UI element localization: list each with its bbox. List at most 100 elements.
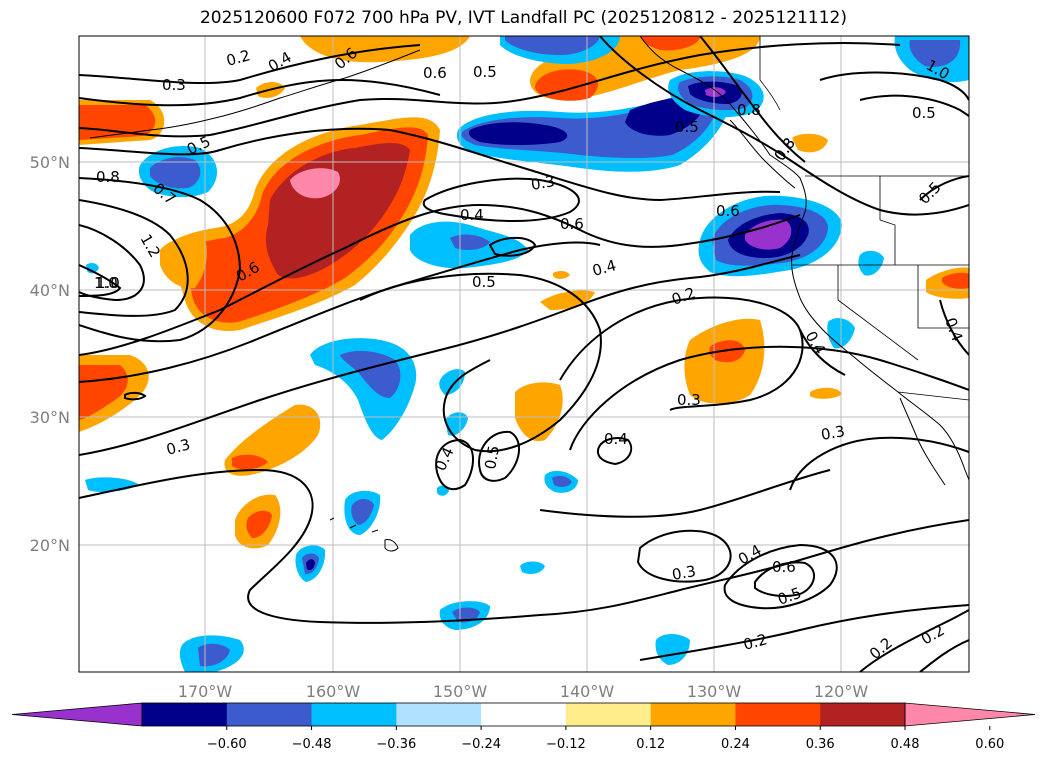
colorbar-tick-label: 0.48 — [891, 737, 920, 752]
contour-line-27 — [859, 609, 969, 672]
colorbar-extend-max — [904, 702, 1036, 727]
neg-anomaly-dot4-dark — [306, 559, 315, 571]
neg-anomaly-dot2 — [445, 412, 468, 436]
contour-line-23 — [435, 438, 474, 491]
colorbar: −0.60 −0.48 −0.36 −0.24 −0.12 0.12 0.24 0.36 0.4… — [11, 702, 1036, 752]
neg-anomaly-dot1 — [439, 369, 465, 395]
contour-label: 0.5 — [472, 273, 496, 291]
lon-label-150w: 150°W — [433, 682, 488, 701]
contour-label: 0.5 — [912, 104, 936, 122]
contour-line-31 — [819, 71, 969, 101]
contour-label: 0.3 — [530, 172, 557, 194]
neg-anomaly-dot10 — [858, 250, 884, 276]
neg-anomaly-128w-purple — [745, 219, 792, 250]
neg-anomaly-dot8 — [655, 634, 690, 665]
contour-label: 0.8 — [96, 168, 120, 186]
pos-anomaly-small4 — [792, 133, 828, 153]
colorbar-tick-label: 0.60 — [975, 737, 1004, 752]
contour-line-17 — [569, 345, 969, 451]
contour-line-16 — [559, 296, 804, 411]
border-mexico — [897, 391, 969, 401]
neg-anomaly-175w-mid — [150, 157, 201, 189]
contour-label: 0.6 — [716, 202, 740, 220]
contour-line-3 — [79, 42, 901, 138]
contour-line-21 — [754, 561, 815, 597]
pos-anomaly-small5 — [810, 387, 842, 399]
contour-label: 1.0 — [94, 274, 118, 292]
contour-line-32 — [859, 94, 969, 117]
colorbar-frame — [141, 702, 906, 727]
contour-line-8 — [79, 264, 122, 297]
contour-label: 0.3 — [677, 391, 701, 409]
lon-label-130w: 130°W — [687, 682, 742, 701]
neg-anomaly-dot7-mid — [552, 475, 572, 487]
lon-label-160w: 160°W — [306, 682, 361, 701]
contour-line-11 — [79, 254, 801, 456]
contour-label: 0.3 — [162, 76, 186, 94]
colorbar-bin — [226, 703, 313, 726]
contour-line-33 — [919, 175, 969, 201]
colorbar-tick-label: −0.60 — [207, 737, 247, 752]
contour-line-24 — [478, 430, 520, 482]
lat-label-40n: 40°N — [30, 281, 70, 300]
contour-line-1 — [79, 44, 421, 85]
contour-line-28 — [919, 639, 969, 672]
colorbar-bin — [481, 703, 567, 726]
contour-line-26 — [639, 604, 969, 661]
contour-line-18 — [789, 436, 969, 491]
contour-label: 1.0 — [96, 274, 120, 292]
contour-line-19 — [636, 529, 732, 583]
contour-line-25 — [539, 469, 831, 518]
colorbar-tick-label: −0.24 — [461, 737, 501, 752]
lon-label-140w: 140°W — [560, 682, 615, 701]
neg-anomaly-dot6-mid — [198, 643, 230, 667]
pos-anomaly-168w-red — [246, 510, 272, 538]
colorbar-bin — [565, 703, 652, 726]
contour-label: 0.6 — [772, 558, 796, 576]
contour-line-9 — [79, 203, 801, 356]
contour-label: 0.3 — [164, 435, 192, 459]
neg-anomaly-dot13 — [520, 561, 545, 574]
contour-line-20 — [723, 543, 838, 610]
neg-anomaly-dot12 — [86, 263, 99, 274]
colorbar-bin — [396, 703, 482, 726]
border-utah — [917, 265, 969, 329]
colorbar-tick-label: 0.24 — [721, 737, 750, 752]
contour-label: 0.5 — [481, 444, 503, 471]
graticule — [79, 36, 969, 672]
figure-title: 2025120600 F072 700 hPa PV, IVT Landfall… — [199, 8, 847, 28]
contour-label: 0.5 — [675, 118, 699, 136]
pos-anomaly-right-red — [942, 272, 969, 289]
colorbar-tick-label: −0.48 — [292, 737, 332, 752]
coast-hawaii — [329, 517, 399, 552]
contour-label: 0.6 — [423, 64, 447, 82]
neg-anomaly-topright-mid — [909, 40, 961, 67]
pos-anomaly-small1 — [540, 290, 595, 310]
pv-contours — [79, 36, 969, 672]
contour-line-4 — [79, 127, 781, 202]
contour-label: 0.6 — [560, 215, 584, 233]
contour-label: 0.4 — [604, 430, 628, 448]
contour-line-5 — [79, 177, 242, 343]
colorbar-tick-label: −0.36 — [376, 737, 416, 752]
contour-line-35 — [799, 329, 846, 376]
lon-label-120w: 120°W — [814, 682, 869, 701]
pos-anomaly-pink — [290, 168, 340, 199]
contour-line-2 — [79, 79, 441, 107]
colorbar-extend-min — [11, 702, 143, 727]
neg-anomaly-155w-mid — [340, 350, 401, 398]
contour-line-13 — [359, 272, 602, 453]
contour-label: 0.4 — [590, 256, 618, 280]
colorbar-bin — [142, 703, 228, 726]
map-frame — [78, 35, 970, 673]
lon-axis-labels: 170°W 160°W 150°W 140°W 130°W 120°W — [178, 682, 869, 701]
contour-line-15 — [488, 236, 537, 257]
border-idaho — [879, 176, 896, 265]
lat-axis-labels: 50°N 40°N 30°N 20°N — [30, 153, 70, 555]
borders — [759, 36, 969, 401]
colorbar-tick-label: −0.12 — [546, 737, 586, 752]
contour-label: 0.5 — [473, 63, 497, 81]
colorbar-tick-label: 0.12 — [636, 737, 665, 752]
neg-anomaly-dot3-mid — [351, 499, 374, 525]
